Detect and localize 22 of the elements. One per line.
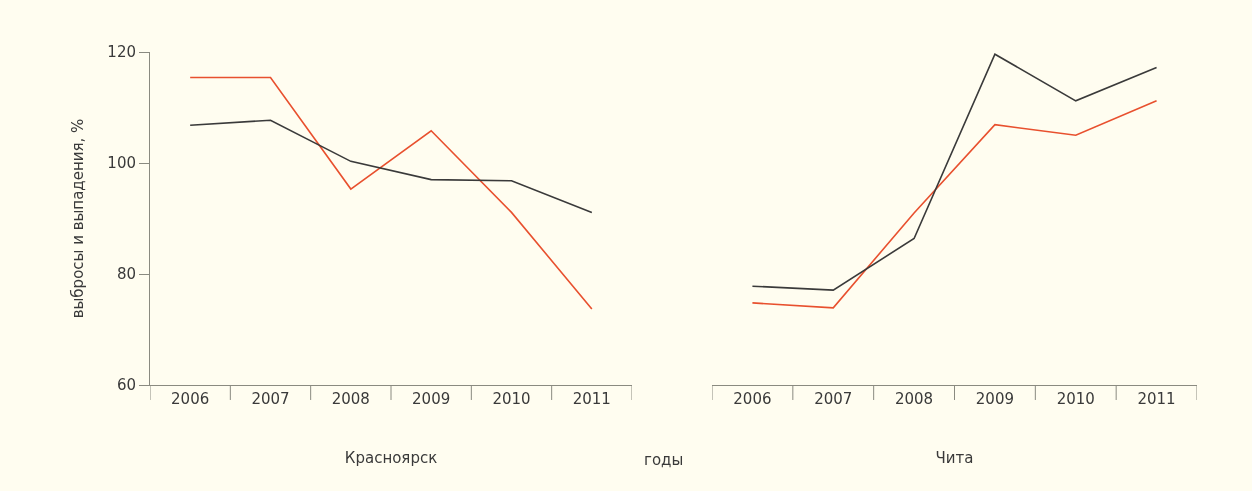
- line-series: [189, 119, 593, 214]
- x-tick-label: 2007: [251, 390, 290, 408]
- x-tick-label: 2011: [1137, 390, 1176, 408]
- x-axis-title: Чита: [935, 449, 974, 467]
- x-tick-label: 2007: [814, 390, 853, 408]
- x-tick-label: 2006: [171, 390, 210, 408]
- y-tick-label: 120: [107, 43, 136, 62]
- text: годы: [644, 451, 684, 469]
- y-tick-label: 60: [116, 376, 136, 395]
- x-axis-title: Красноярск: [344, 449, 438, 467]
- x-tick-label: 2011: [572, 390, 611, 408]
- x-tick-label: 2008: [331, 390, 370, 408]
- y-tick-label: 80: [116, 265, 136, 284]
- x-tick-label: 2010: [1056, 390, 1095, 408]
- y-axis-title: выбросы и выпадения, %: [68, 118, 87, 319]
- x-tick-label: 2006: [733, 390, 772, 408]
- x-tick-label: 2009: [975, 390, 1015, 408]
- x-tick-label: 2008: [894, 390, 934, 408]
- x-tick-label: 2010: [492, 390, 531, 408]
- y-tick-label: 100: [107, 154, 136, 173]
- x-tick-label: 2009: [412, 390, 451, 408]
- line-series: [189, 76, 593, 310]
